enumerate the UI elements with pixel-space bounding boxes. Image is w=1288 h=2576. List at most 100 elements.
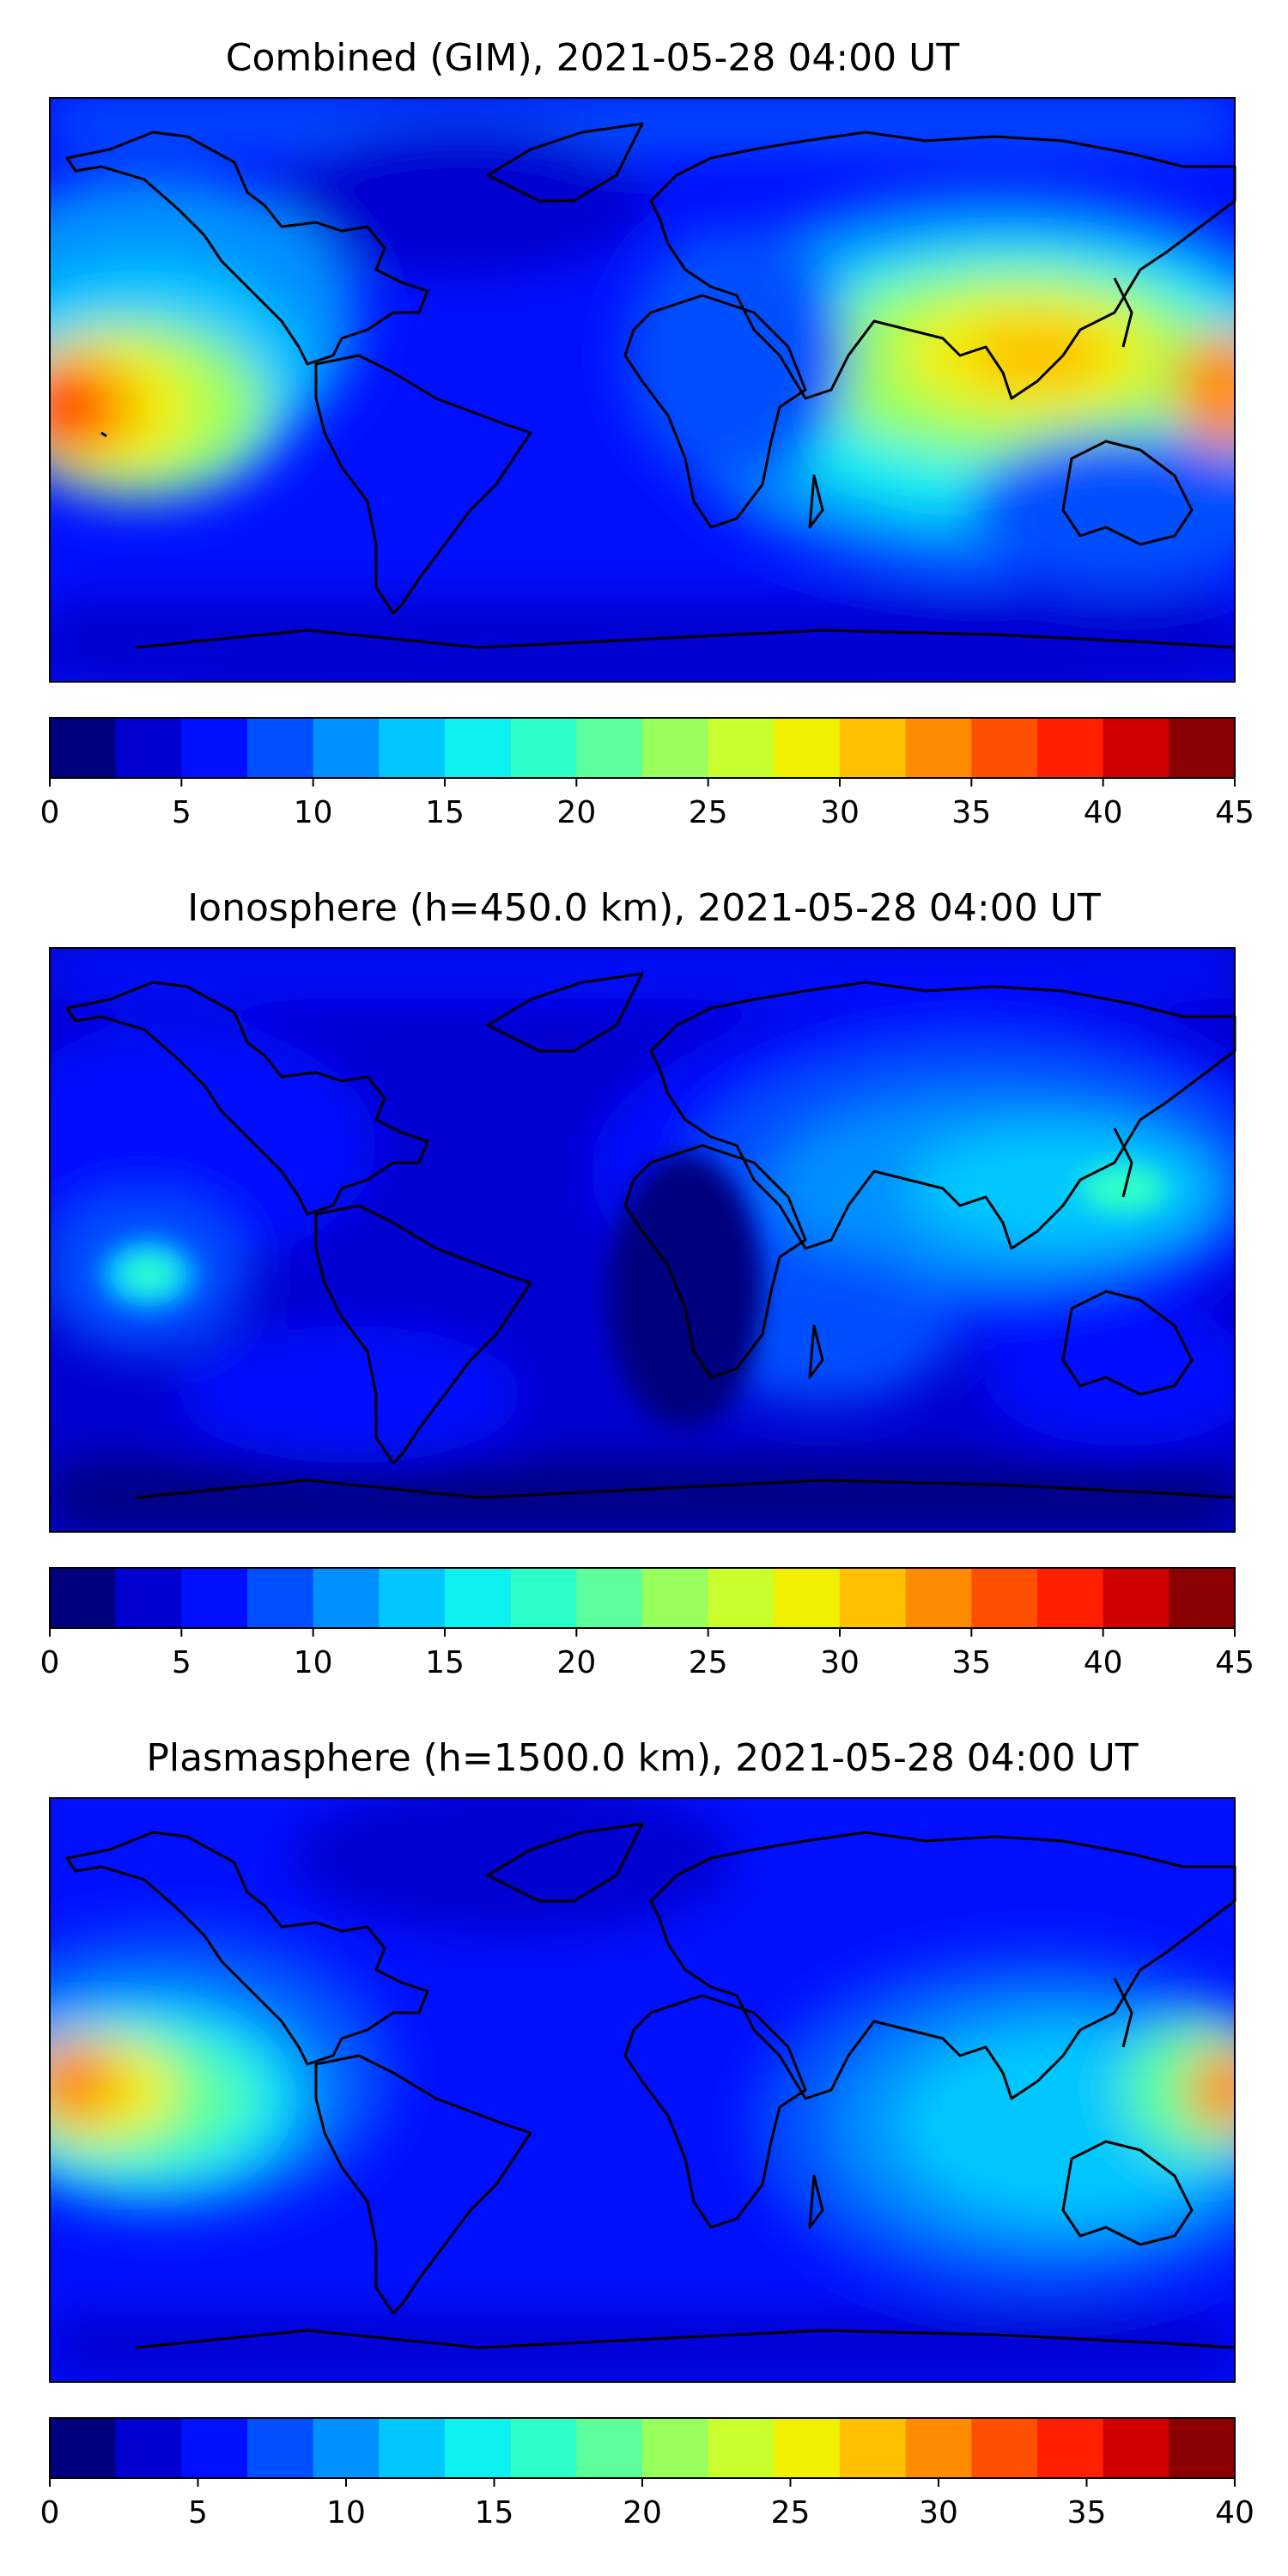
colorbar-tick-label: 0 (40, 1645, 60, 1680)
colorbar-swatch (774, 718, 841, 778)
colorbar-tick-label: 30 (820, 1645, 860, 1680)
map-plasmasphere (49, 1797, 1236, 2383)
colorbar-swatch (181, 1568, 248, 1628)
map-title: Ionosphere (h=450.0 km), 2021-05-28 04:0… (187, 886, 1101, 930)
colorbar-swatch (181, 718, 248, 778)
colorbar-swatch (774, 2418, 841, 2478)
colorbar-swatch (50, 2418, 117, 2478)
colorbar-tick-label: 35 (951, 1645, 991, 1680)
colorbar-tick-label: 5 (188, 2495, 208, 2530)
colorbar-swatch (840, 2418, 907, 2478)
colorbar-swatch (313, 1568, 380, 1628)
colorbar-tick-label: 25 (771, 2495, 811, 2530)
colorbar-swatch (510, 1568, 577, 1628)
colorbar-swatch (708, 718, 775, 778)
colorbar-swatch (247, 2418, 314, 2478)
colorbar-tick-label: 10 (326, 2495, 366, 2530)
colorbar-swatch (115, 1568, 182, 1628)
coastlines (65, 1822, 1236, 2349)
colorbar-tick-label: 20 (556, 1645, 596, 1680)
colorbar-swatch (905, 1568, 972, 1628)
colorbar-swatch (905, 718, 972, 778)
colorbar-tick-label: 35 (1067, 2495, 1107, 2530)
colorbar-tick-label: 10 (294, 1645, 333, 1680)
colorbar-swatch (576, 1568, 643, 1628)
colorbar-tick-label: 40 (1084, 795, 1123, 830)
colorbar-tick-label: 0 (40, 795, 60, 830)
colorbar-swatch (1037, 2418, 1104, 2478)
colorbar-swatch (840, 718, 907, 778)
colorbar-swatch (445, 718, 512, 778)
colorbar-swatch (247, 1568, 314, 1628)
panel-ionosphere: Ionosphere (h=450.0 km), 2021-05-28 04:0… (40, 886, 1255, 1680)
map-combined (49, 97, 1236, 683)
colorbar-swatch (642, 1568, 709, 1628)
coastlines (65, 122, 1236, 649)
colorbar-tick-label: 45 (1215, 795, 1255, 830)
colorbar-tick-label: 30 (820, 795, 860, 830)
panel-plasmasphere: Plasmasphere (h=1500.0 km), 2021-05-28 0… (40, 1736, 1255, 2530)
colorbar-swatch (905, 2418, 972, 2478)
colorbar-swatch (313, 718, 380, 778)
colorbar-combined: 0 5 10 15 20 25 30 35 40 45 (40, 717, 1255, 830)
colorbar-swatch (642, 2418, 709, 2478)
colorbar-swatch (50, 718, 117, 778)
map-frame (49, 1797, 1236, 2383)
colorbar-tick-label: 30 (919, 2495, 958, 2530)
colorbar-tick-label: 20 (556, 795, 596, 830)
colorbar-swatch (708, 1568, 775, 1628)
colorbar-swatch (774, 1568, 841, 1628)
colorbar-tick-label: 15 (425, 795, 465, 830)
colorbar-swatch (1169, 1568, 1236, 1628)
colorbar-tick-label: 5 (172, 1645, 191, 1680)
panel-combined: Combined (GIM), 2021-05-28 04:00 UT (40, 36, 1255, 830)
colorbar-tick-label: 40 (1215, 2495, 1255, 2530)
colorbar-swatch (1169, 718, 1236, 778)
colorbar-swatch (840, 1568, 907, 1628)
colorbar-swatch (1103, 1568, 1170, 1628)
colorbar-tick-label: 0 (40, 2495, 60, 2530)
colorbar-swatch (576, 718, 643, 778)
colorbar-swatch (181, 2418, 248, 2478)
colorbar-tick-label: 20 (623, 2495, 662, 2530)
colorbar-swatch (1037, 718, 1104, 778)
colorbar-swatch (1037, 1568, 1104, 1628)
map-title: Combined (GIM), 2021-05-28 04:00 UT (226, 36, 960, 80)
coastlines (65, 972, 1236, 1499)
colorbar-swatch (576, 2418, 643, 2478)
colorbar-swatch (1169, 2418, 1236, 2478)
colorbar-tick-label: 45 (1215, 1645, 1255, 1680)
colorbar-swatch (379, 1568, 446, 1628)
map-frame (49, 947, 1236, 1533)
colorbar-swatch (1103, 718, 1170, 778)
colorbar-swatch (247, 718, 314, 778)
colorbar-tick-label: 10 (294, 795, 333, 830)
map-ionosphere (49, 947, 1236, 1533)
colorbar-swatch (445, 1568, 512, 1628)
colorbar-swatch (971, 718, 1038, 778)
colorbar-swatch (313, 2418, 380, 2478)
colorbar-swatch (1103, 2418, 1170, 2478)
colorbar-swatch (708, 2418, 775, 2478)
colorbar-swatch (115, 2418, 182, 2478)
colorbar-swatch (971, 2418, 1038, 2478)
colorbar-swatch (50, 1568, 117, 1628)
colorbar-swatch (510, 2418, 577, 2478)
colorbar-tick-label: 15 (425, 1645, 465, 1680)
map-title: Plasmasphere (h=1500.0 km), 2021-05-28 0… (146, 1736, 1138, 1780)
colorbar-swatch (445, 2418, 512, 2478)
colorbar-swatch (115, 718, 182, 778)
colorbar-tick-label: 5 (172, 795, 191, 830)
colorbar-tick-label: 25 (689, 795, 728, 830)
colorbar-tick-label: 35 (951, 795, 991, 830)
colorbar-tick-label: 15 (475, 2495, 514, 2530)
colorbar-swatch (642, 718, 709, 778)
colorbar-ionosphere: 0 5 10 15 20 25 30 35 40 45 (40, 1567, 1255, 1680)
colorbar-swatch (379, 2418, 446, 2478)
colorbar-tick-label: 40 (1084, 1645, 1123, 1680)
colorbar-swatch (510, 718, 577, 778)
colorbar-swatch (379, 718, 446, 778)
colorbar-tick-label: 25 (689, 1645, 728, 1680)
